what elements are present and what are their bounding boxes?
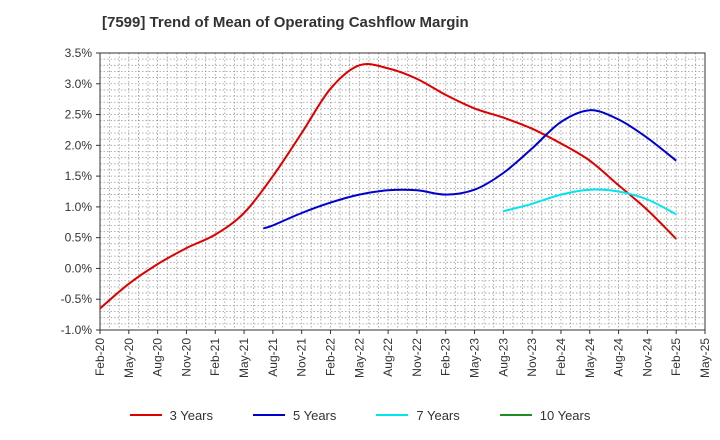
x-tick-label: Feb-23 (439, 338, 453, 376)
legend-swatch (376, 414, 409, 416)
legend-item-10-years: 10 Years (499, 405, 591, 425)
y-tick-label: 0.0% (65, 261, 93, 275)
legend-label: 10 Years (539, 407, 591, 423)
x-tick-label: Nov-21 (295, 338, 309, 377)
legend-label: 5 Years (293, 407, 337, 423)
y-tick-label: 0.5% (65, 231, 93, 245)
y-tick-label: 2.5% (65, 108, 93, 122)
x-tick-label: Aug-20 (151, 338, 165, 377)
y-tick-label: 1.0% (65, 200, 93, 214)
chart-title: [7599] Trend of Mean of Operating Cashfl… (102, 14, 469, 31)
legend-label: 3 Years (169, 407, 213, 423)
x-tick-label: Nov-23 (525, 338, 539, 377)
legend-swatch (253, 414, 285, 416)
x-tick-label: Feb-20 (93, 338, 107, 376)
y-tick-label: 2.0% (65, 138, 93, 152)
legend-item-5-years: 5 Years (253, 405, 336, 425)
x-tick-label: Aug-23 (496, 338, 510, 377)
y-tick-label: -0.5% (61, 292, 93, 306)
tick-label-layer: 3.5% 3.0% 2.5% 2.0% 1.5% 1.0% 0.5% 0.0% -0.5% -1.… (61, 46, 712, 378)
y-tick-label: 3.0% (65, 77, 93, 91)
x-tick-label: May-21 (237, 338, 251, 378)
series-layer (99, 63, 677, 310)
x-tick-label: Feb-24 (554, 338, 568, 376)
x-tick-label: Feb-25 (669, 338, 683, 376)
x-tick-label: Nov-20 (179, 338, 193, 377)
series-line-5-years (263, 109, 677, 230)
x-tick-label: Aug-22 (381, 338, 395, 377)
legend-swatch (129, 414, 162, 416)
x-tick-label: Nov-24 (640, 338, 654, 377)
x-tick-label: May-23 (468, 338, 482, 378)
legend-swatch (499, 414, 532, 416)
x-tick-label: May-20 (122, 338, 136, 378)
x-tick-label: Nov-22 (410, 338, 424, 377)
x-tick-label: Aug-24 (612, 338, 626, 377)
x-tick-label: Feb-22 (323, 338, 337, 376)
x-tick-label: Feb-21 (208, 338, 222, 376)
legend-item-7-years: 7 Years (376, 405, 460, 425)
y-tick-label: -1.0% (61, 323, 93, 337)
plot-frame (99, 52, 706, 331)
legend: 3 Years 5 Years 7 Years 10 Years (0, 405, 720, 425)
y-tick-label: 3.5% (65, 46, 93, 60)
x-tick-label: May-25 (698, 338, 712, 378)
legend-item-3-years: 3 Years (129, 405, 213, 425)
series-line-3-years (99, 63, 677, 310)
y-tick-label: 1.5% (65, 169, 93, 183)
series-line-7-years (503, 188, 677, 216)
axis-layer (96, 52, 706, 334)
x-tick-label: May-24 (583, 338, 597, 378)
x-tick-label: May-22 (352, 338, 366, 378)
legend-label: 7 Years (416, 407, 460, 423)
x-tick-label: Aug-21 (266, 338, 280, 377)
